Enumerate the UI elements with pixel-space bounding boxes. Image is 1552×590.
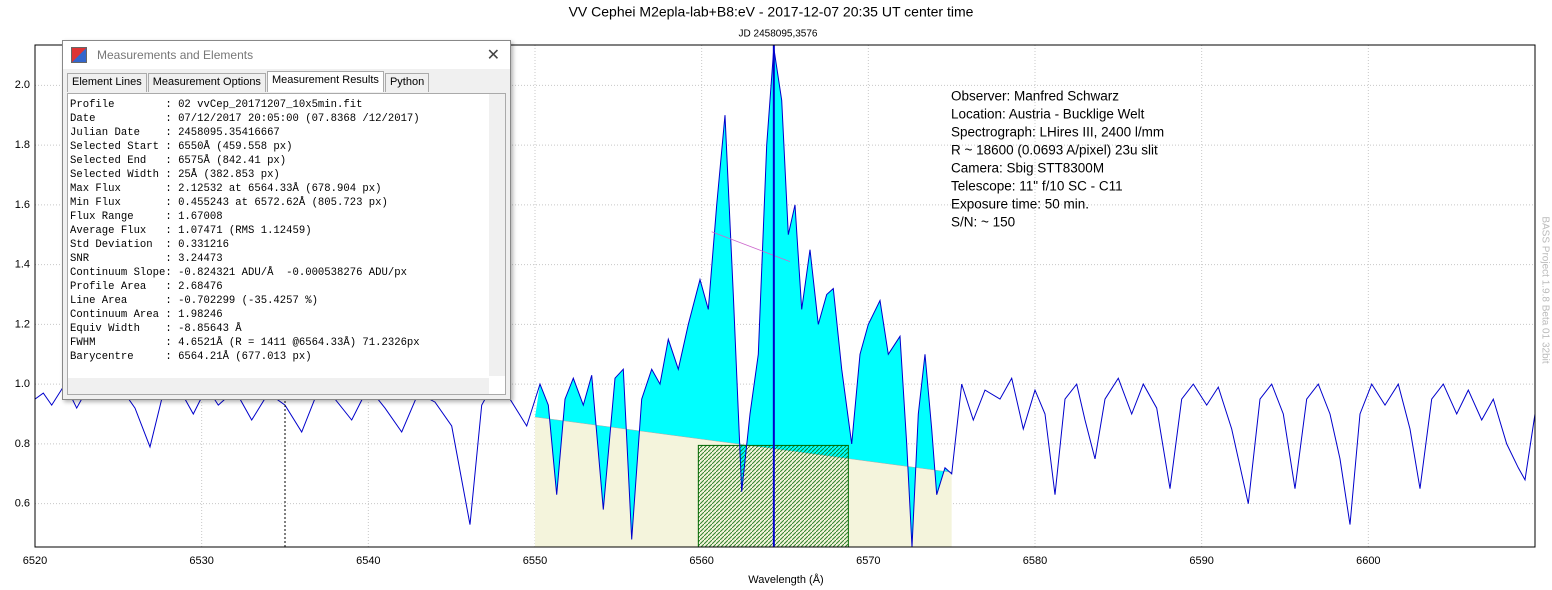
x-tick-label: 6600 [1356,555,1380,567]
result-row: Continuum Slope: -0.824321 ADU/Å -0.0005… [70,267,407,279]
result-row: Barycentre : 6564.21Å (677.013 px) [70,351,312,363]
result-row: Selected End : 6575Å (842.41 px) [70,155,287,167]
result-row: Flux Range : 1.67008 [70,211,223,223]
observer-note: S/N: ~ 150 [951,215,1015,230]
measurements-dialog: Measurements and Elements ✕ Element Lines… [62,40,511,400]
result-row: Std Deviation : 0.331216 [70,239,229,251]
y-tick-label: 1.0 [15,378,30,390]
tab-strip: Element Lines Measurement Options Measurem… [63,69,510,92]
spectrum-line [35,47,1535,547]
tab[interactable]: Measurement Options [147,73,266,92]
x-tick-label: 6530 [189,555,213,567]
result-row: Average Flux : 1.07471 (RMS 1.12459) [70,225,312,237]
chart-title: VV Cephei M2epla-lab+B8:eV - 2017-12-07 … [569,4,974,20]
observer-note: R ~ 18600 (0.0693 A/pixel) 23u slit [951,143,1158,158]
app-icon [71,47,87,63]
tab[interactable]: Python [384,73,430,92]
x-tick-label: 6560 [689,555,713,567]
y-tick-label: 0.6 [15,498,30,510]
x-tick-label: 6570 [856,555,880,567]
x-axis-label: Wavelength (Å) [748,573,823,586]
observer-note: Location: Austria - Bucklige Welt [951,107,1145,122]
observer-note: Telescope: 11" f/10 SC - C11 [951,179,1123,194]
result-row: Selected Start : 6550Å (459.558 px) [70,141,293,153]
title-bar: Measurements and Elements ✕ [63,41,510,69]
vertical-scrollbar[interactable] [489,94,505,376]
result-row: Max Flux : 2.12532 at 6564.33Å (678.904 … [70,183,382,195]
tab[interactable]: Measurement Results [266,71,384,92]
x-tick-label: 6590 [1189,555,1213,567]
result-row: Continuum Area : 1.98246 [70,309,223,321]
x-tick-label: 6540 [356,555,380,567]
result-row: Line Area : -0.702299 (-35.4257 %) [70,295,318,307]
results-box: Profile : 02 vvCep_20171207_10x5min.fit D… [67,93,506,395]
x-tick-label: 6550 [523,555,547,567]
horizontal-scrollbar[interactable] [68,378,489,394]
y-tick-label: 1.6 [15,199,30,211]
results-text: Profile : 02 vvCep_20171207_10x5min.fit D… [68,94,505,368]
observer-note: Camera: Sbig STT8300M [951,161,1104,176]
side-text: BASS Project 1.9.8 Beta 01 32bit [1539,216,1550,364]
dialog-title: Measurements and Elements [97,48,254,62]
continuum-line [534,416,952,473]
observer-note: Exposure time: 50 min. [951,197,1089,212]
plot-frame [34,44,1536,548]
x-tick-label: 6520 [23,555,47,567]
close-button[interactable]: ✕ [486,47,500,64]
y-tick-label: 0.8 [15,438,30,450]
result-row: Julian Date : 2458095.35416667 [70,127,280,139]
y-tick-label: 1.8 [15,139,30,151]
slope-line [711,231,791,263]
y-tick-label: 1.2 [15,318,30,330]
chart-subtitle: JD 2458095,3576 [739,29,818,40]
x-tick-label: 6580 [1023,555,1047,567]
result-row: Min Flux : 0.455243 at 6572.62Å (805.723… [70,197,388,209]
line-area [535,47,952,547]
result-row: Selected Width : 25Å (382.853 px) [70,169,280,181]
observer-note: Spectrograph: LHires III, 2400 l/mm [951,125,1164,140]
result-row: Profile : 02 vvCep_20171207_10x5min.fit [70,99,363,111]
y-tick-label: 1.4 [15,259,30,271]
result-row: FWHM : 4.6521Å (R = 1411 @6564.33Å) 71.2… [70,337,420,349]
result-row: Profile Area : 2.68476 [70,281,223,293]
observer-note: Observer: Manfred Schwarz [951,89,1119,104]
result-row: SNR : 3.24473 [70,253,223,265]
result-row: Equiv Width : -8.85643 Å [70,323,242,335]
y-tick-label: 2.0 [15,79,30,91]
result-row: Date : 07/12/2017 20:05:00 (07.8368 /12/… [70,113,420,125]
tab[interactable]: Element Lines [67,73,147,92]
